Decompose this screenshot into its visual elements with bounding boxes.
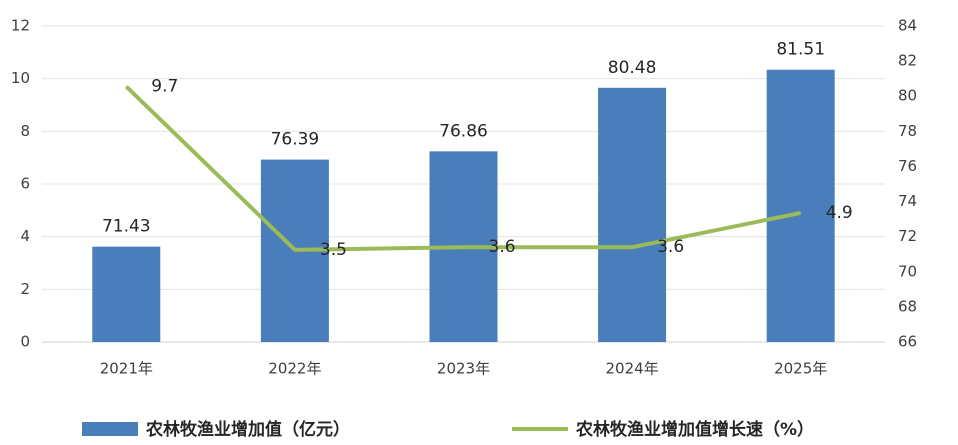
line-value-label: 4.9 (826, 203, 853, 223)
y2-tick-label: 84 (898, 17, 917, 35)
line-value-label: 9.7 (151, 77, 178, 97)
x-tick-label: 2023年 (437, 360, 490, 378)
bar (598, 87, 667, 342)
y-tick-label: 8 (20, 122, 30, 140)
line-value-label: 3.6 (489, 237, 516, 257)
y2-tick-label: 80 (898, 87, 917, 105)
y-tick-label: 2 (20, 280, 30, 298)
y-tick-label: 4 (20, 227, 30, 245)
bar-value-label: 80.48 (608, 58, 657, 78)
y2-tick-label: 74 (898, 192, 917, 210)
line-value-label: 3.5 (320, 240, 347, 260)
x-tick-label: 2022年 (268, 360, 321, 378)
bar-value-label: 76.39 (271, 130, 320, 150)
y2-tick-label: 70 (898, 262, 917, 280)
bar (766, 69, 835, 343)
x-tick-label: 2025年 (774, 360, 827, 378)
y2-tick-label: 68 (898, 297, 917, 315)
y-tick-label: 6 (20, 175, 30, 193)
y-tick-label: 12 (11, 17, 30, 35)
legend-label: 农林牧渔业增加值增长速（%） (575, 419, 814, 440)
y2-tick-label: 78 (898, 122, 917, 140)
y2-tick-label: 72 (898, 227, 917, 245)
bar (92, 246, 161, 342)
y2-tick-label: 82 (898, 52, 917, 70)
y2-tick-label: 76 (898, 157, 917, 175)
y-tick-label: 0 (20, 333, 30, 351)
y-tick-label: 10 (11, 69, 30, 87)
bar-value-label: 81.51 (776, 40, 825, 60)
x-tick-label: 2021年 (100, 360, 153, 378)
legend-swatch (82, 422, 138, 436)
legend-label: 农林牧渔业增加值（亿元） (145, 419, 350, 440)
y2-tick-label: 66 (898, 333, 917, 351)
bar-value-label: 76.86 (439, 121, 488, 141)
bar-value-label: 71.43 (102, 217, 151, 237)
x-tick-label: 2024年 (606, 360, 659, 378)
line (124, 85, 802, 252)
line-value-label: 3.6 (657, 237, 684, 257)
